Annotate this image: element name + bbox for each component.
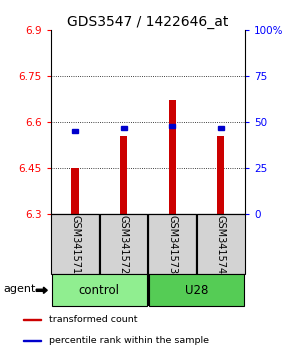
- Bar: [218, 126, 224, 130]
- FancyBboxPatch shape: [100, 214, 147, 274]
- Text: agent: agent: [3, 284, 35, 293]
- Text: percentile rank within the sample: percentile rank within the sample: [49, 336, 209, 345]
- FancyBboxPatch shape: [197, 214, 244, 274]
- Bar: [72, 130, 78, 133]
- Bar: [217, 136, 224, 214]
- Bar: [121, 126, 126, 130]
- FancyBboxPatch shape: [51, 214, 99, 274]
- FancyBboxPatch shape: [149, 274, 244, 306]
- Text: U28: U28: [185, 284, 208, 297]
- Text: GSM341571: GSM341571: [70, 215, 80, 274]
- Bar: [168, 100, 176, 214]
- Bar: [23, 340, 41, 341]
- Text: GSM341573: GSM341573: [167, 215, 177, 274]
- Title: GDS3547 / 1422646_at: GDS3547 / 1422646_at: [67, 15, 229, 29]
- Bar: [120, 136, 127, 214]
- Text: GSM341574: GSM341574: [216, 215, 226, 274]
- Text: GSM341572: GSM341572: [119, 215, 128, 274]
- Bar: [23, 319, 41, 320]
- FancyBboxPatch shape: [52, 274, 147, 306]
- Bar: [71, 168, 79, 214]
- FancyBboxPatch shape: [148, 214, 196, 274]
- Bar: [169, 124, 175, 128]
- Text: transformed count: transformed count: [49, 315, 138, 324]
- Text: control: control: [79, 284, 120, 297]
